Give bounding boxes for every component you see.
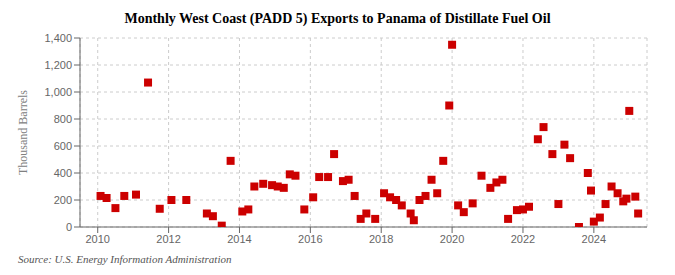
svg-text:400: 400 [54, 167, 72, 179]
svg-text:2016: 2016 [298, 233, 322, 245]
svg-text:1,000: 1,000 [44, 86, 72, 98]
svg-text:2012: 2012 [156, 233, 180, 245]
svg-text:2022: 2022 [511, 233, 535, 245]
html-text:Monthly West Coast (PADD 5) Ex: Monthly West Coast (PADD 5) Exports to P… [124, 11, 551, 26]
svg-text:1,400: 1,400 [44, 32, 72, 44]
svg-text:2010: 2010 [85, 233, 109, 245]
svg-text:600: 600 [54, 140, 72, 152]
svg-text:2020: 2020 [440, 233, 464, 245]
svg-text:2018: 2018 [369, 233, 393, 245]
html-text:Source: U.S. Energy Informatio: Source: U.S. Energy Information Administ… [18, 253, 232, 265]
svg-text:800: 800 [54, 113, 72, 125]
svg-text:2024: 2024 [582, 233, 606, 245]
svg-text:1,200: 1,200 [44, 59, 72, 71]
svg-text:0: 0 [66, 221, 72, 233]
svg-text:Thousand Barrels: Thousand Barrels [16, 90, 30, 175]
svg-text:2014: 2014 [227, 233, 251, 245]
svg-text:200: 200 [54, 194, 72, 206]
